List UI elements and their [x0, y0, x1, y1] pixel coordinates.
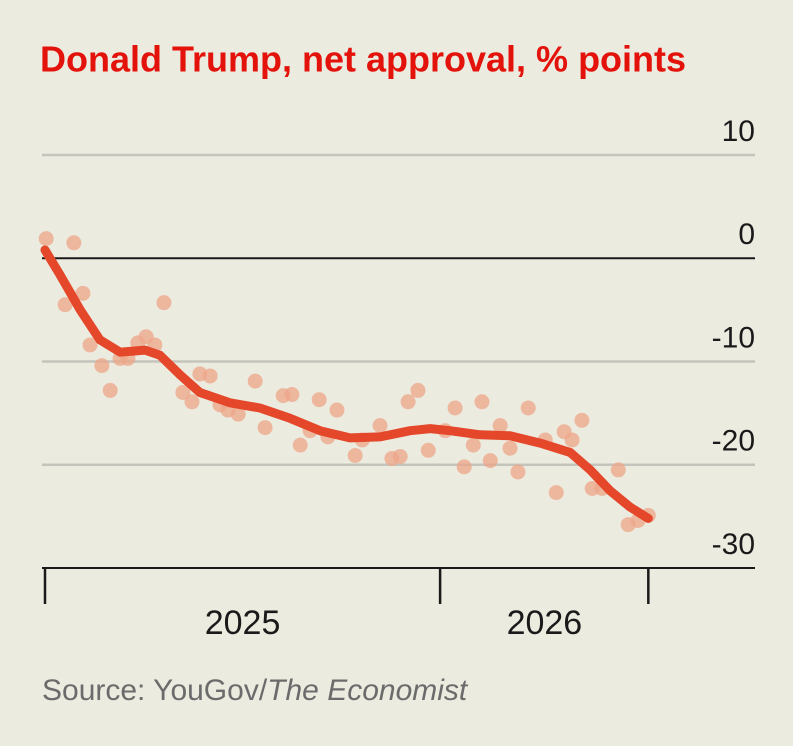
data-point: [38, 231, 54, 247]
data-point: [420, 442, 436, 458]
source: Source: YouGov/The Economist: [42, 674, 469, 707]
x-tick-label: 2025: [205, 604, 281, 642]
data-point: [474, 394, 490, 410]
data-point: [564, 432, 580, 448]
y-tick-label: -20: [712, 425, 755, 458]
data-point: [400, 394, 416, 410]
y-tick-label: -30: [712, 528, 755, 561]
data-point: [94, 358, 110, 374]
y-tick-label: -10: [712, 321, 755, 354]
trend-line: [40, 245, 653, 523]
data-point: [372, 418, 388, 434]
data-point: [184, 394, 200, 410]
data-point: [82, 337, 98, 353]
data-point: [247, 373, 263, 389]
data-point: [492, 418, 508, 434]
data-point: [574, 412, 590, 428]
data-point: [465, 437, 481, 453]
data-point: [102, 382, 118, 398]
data-point: [66, 235, 82, 251]
data-point: [202, 368, 218, 384]
source-prefix: Source: YouGov/: [42, 674, 268, 707]
data-point: [347, 447, 363, 463]
x-tick-label: 2026: [507, 604, 583, 642]
chart-title: Donald Trump, net approval, % points: [40, 39, 686, 80]
data-point: [292, 437, 308, 453]
data-point: [392, 448, 408, 464]
y-tick-label: 10: [722, 115, 755, 148]
data-point: [257, 420, 273, 436]
data-point: [156, 295, 172, 311]
data-point: [57, 297, 73, 313]
data-point: [284, 387, 300, 403]
data-point: [311, 392, 327, 408]
data-point: [510, 464, 526, 480]
data-point: [548, 485, 564, 501]
y-tick-label: 0: [738, 218, 755, 251]
data-point: [520, 400, 536, 416]
data-point: [410, 382, 426, 398]
data-point: [447, 400, 463, 416]
data-point: [610, 462, 626, 478]
data-point: [175, 384, 191, 400]
data-point: [329, 402, 345, 418]
source-publication: The Economist: [267, 674, 469, 707]
data-point: [502, 440, 518, 456]
data-point: [230, 406, 246, 422]
data-point: [482, 453, 498, 469]
data-point: [456, 459, 472, 475]
data-point: [75, 285, 91, 301]
